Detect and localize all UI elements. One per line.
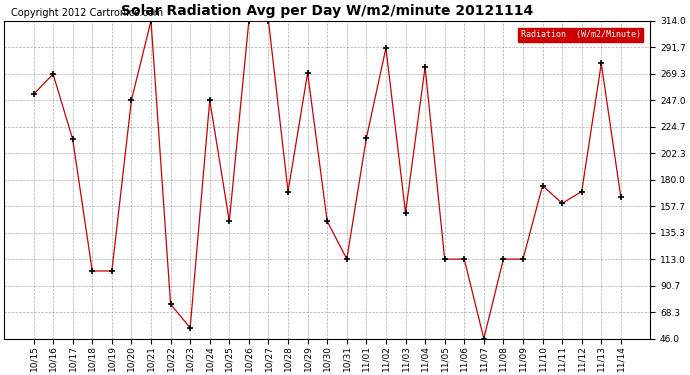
Title: Solar Radiation Avg per Day W/m2/minute 20121114: Solar Radiation Avg per Day W/m2/minute … <box>121 4 533 18</box>
Text: Copyright 2012 Cartronics.com: Copyright 2012 Cartronics.com <box>10 8 163 18</box>
Text: Radiation  (W/m2/Minute): Radiation (W/m2/Minute) <box>520 30 640 39</box>
